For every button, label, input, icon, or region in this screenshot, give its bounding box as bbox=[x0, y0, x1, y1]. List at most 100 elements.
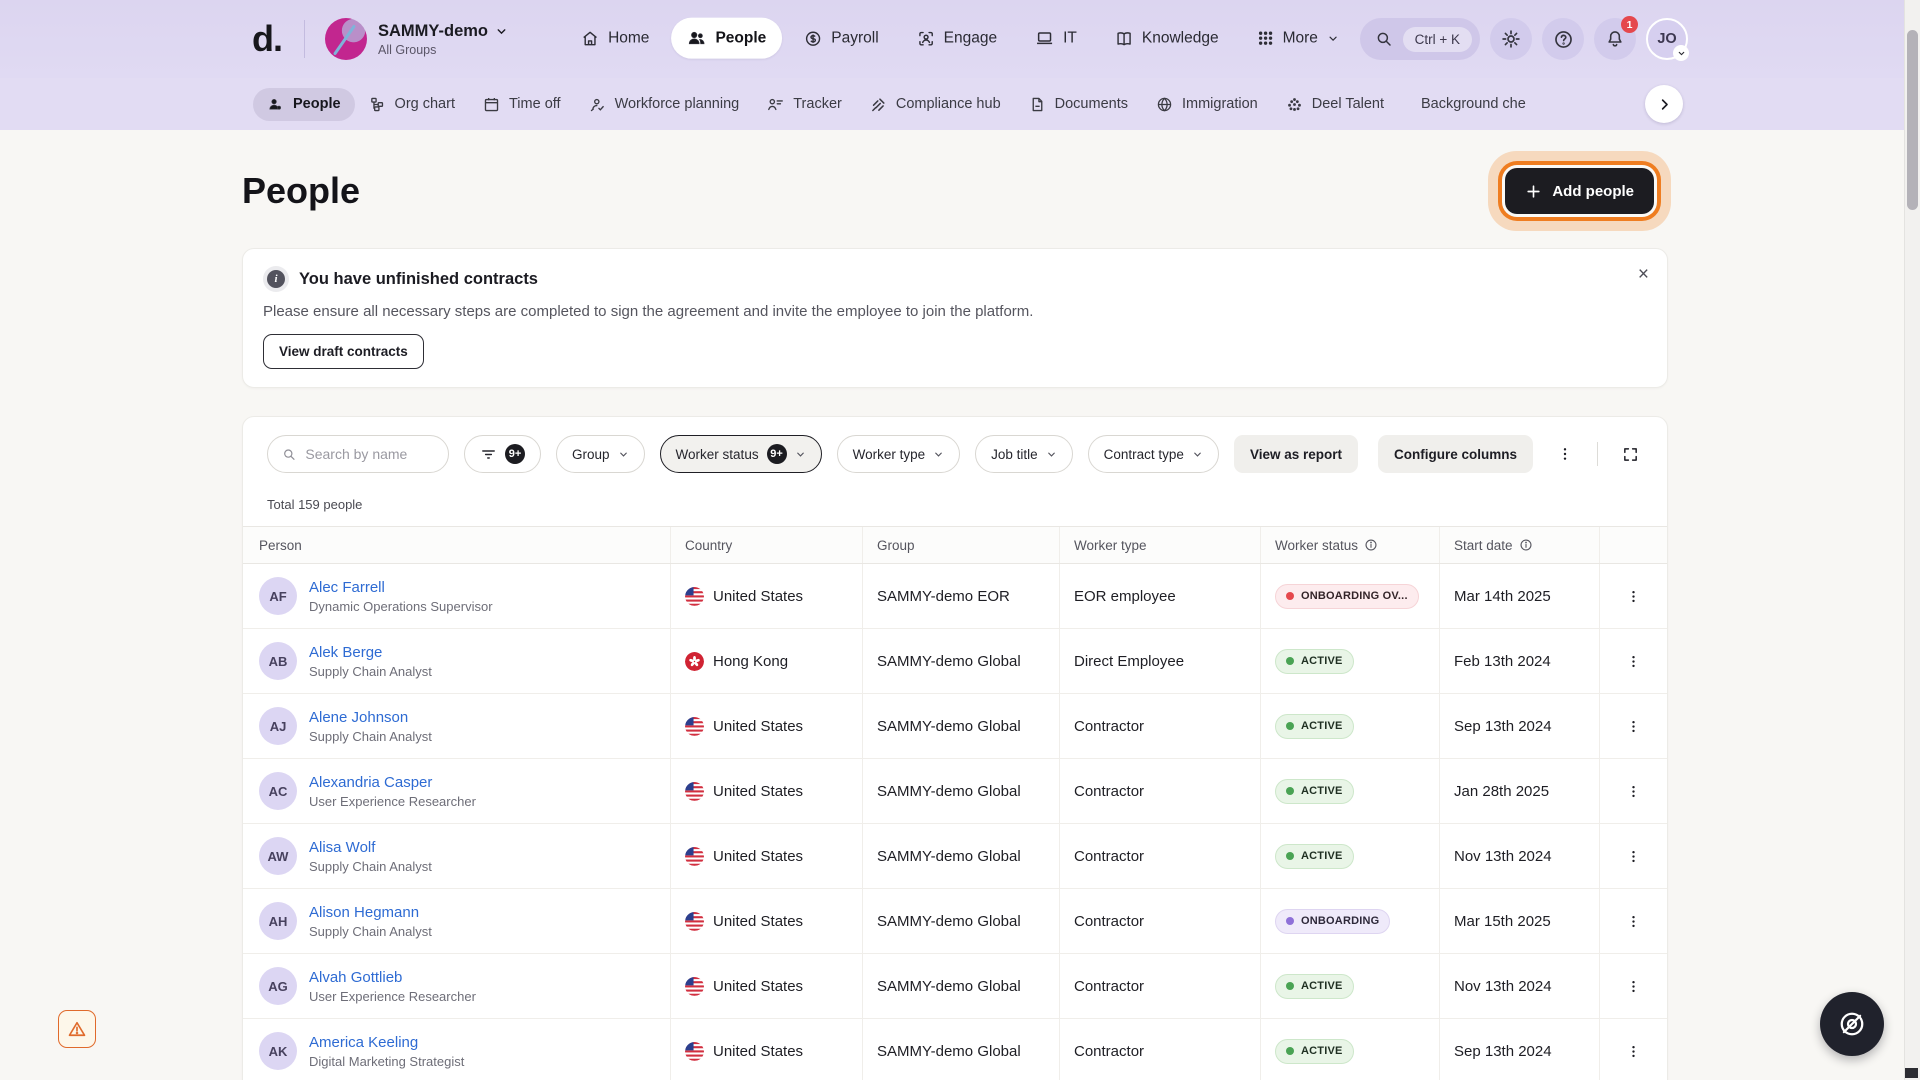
table-header: Person Country Group Worker type Worker … bbox=[243, 526, 1667, 564]
nav-item-people[interactable]: People bbox=[671, 17, 783, 59]
notifications-button[interactable]: 1 bbox=[1594, 16, 1638, 60]
org-switcher[interactable]: SAMMY-demo All Groups bbox=[325, 18, 508, 60]
subnav-item-background-checks[interactable]: Background checks bbox=[1398, 88, 1526, 121]
table-row[interactable]: AW Alisa Wolf Supply Chain Analyst United … bbox=[243, 824, 1667, 889]
group-filter[interactable]: Group bbox=[556, 435, 645, 473]
row-menu-button[interactable] bbox=[1620, 1038, 1647, 1065]
row-menu-button[interactable] bbox=[1620, 973, 1647, 1000]
table-total: Total 159 people bbox=[267, 497, 363, 512]
start-date-cell: Jan 28th 2025 bbox=[1439, 759, 1599, 823]
scrollbar-thumb[interactable] bbox=[1907, 30, 1918, 210]
engage-icon bbox=[918, 31, 933, 46]
help-button[interactable] bbox=[1542, 18, 1584, 60]
subnav-item-compliance-hub[interactable]: Compliance hub bbox=[856, 88, 1015, 121]
person-name-link[interactable]: Alek Berge bbox=[309, 643, 383, 661]
status-badge: ACTIVE bbox=[1275, 713, 1354, 739]
workforce-planning-icon bbox=[590, 98, 604, 111]
row-menu-button[interactable] bbox=[1620, 713, 1647, 740]
avatar: AG bbox=[259, 967, 297, 1005]
banner-close-button[interactable]: × bbox=[1637, 264, 1649, 285]
tracker-icon bbox=[768, 98, 784, 110]
filters-button[interactable]: 9+ bbox=[464, 435, 542, 473]
top-navigation-bar: d. SAMMY-demo All Groups Home People Pay… bbox=[0, 0, 1920, 78]
row-menu-button[interactable] bbox=[1620, 843, 1647, 870]
view-as-report-button[interactable]: View as report bbox=[1233, 435, 1358, 473]
info-icon[interactable] bbox=[1519, 538, 1533, 552]
more-options-button[interactable] bbox=[1553, 442, 1577, 466]
fullscreen-button[interactable] bbox=[1618, 442, 1643, 467]
nav-item-home[interactable]: Home bbox=[565, 18, 665, 58]
configure-columns-button[interactable]: Configure columns bbox=[1377, 435, 1533, 473]
column-header-country: Country bbox=[670, 527, 862, 563]
person-name-link[interactable]: Alexandria Casper bbox=[309, 773, 433, 791]
person-job-title: Digital Marketing Strategist bbox=[309, 1053, 465, 1069]
worker-type-filter[interactable]: Worker type bbox=[836, 435, 961, 473]
nav-item-it[interactable]: IT bbox=[1019, 18, 1093, 59]
row-menu-button[interactable] bbox=[1620, 583, 1647, 610]
nav-item-payroll[interactable]: Payroll bbox=[788, 18, 894, 58]
person-job-title: Dynamic Operations Supervisor bbox=[309, 598, 493, 614]
table-row[interactable]: AB Alek Berge Supply Chain Analyst Hong Ko… bbox=[243, 629, 1667, 694]
subnav-item-workforce-planning[interactable]: Workforce planning bbox=[575, 88, 754, 121]
person-name-link[interactable]: Alene Johnson bbox=[309, 708, 409, 726]
search-input[interactable] bbox=[305, 446, 435, 462]
flag-us-icon bbox=[685, 846, 704, 866]
contract-type-filter[interactable]: Contract type bbox=[1087, 435, 1219, 473]
avatar: AF bbox=[259, 577, 297, 615]
avatar: AB bbox=[259, 642, 297, 680]
table-row[interactable]: AF Alec Farrell Dynamic Operations Supervi… bbox=[243, 564, 1667, 629]
nav-item-more[interactable]: More bbox=[1241, 18, 1355, 58]
job-title-filter[interactable]: Job title bbox=[975, 435, 1073, 473]
subnav-item-org-chart[interactable]: Org chart bbox=[355, 88, 469, 121]
nav-label: IT bbox=[1063, 29, 1077, 47]
subnav-label: Tracker bbox=[793, 96, 842, 112]
subnav-scroll-right-button[interactable] bbox=[1645, 85, 1683, 123]
person-name-link[interactable]: America Keeling bbox=[309, 1033, 419, 1051]
subnav-label: Immigration bbox=[1181, 96, 1258, 112]
global-search[interactable]: Ctrl + K bbox=[1359, 18, 1480, 60]
table-row[interactable]: AJ Alene Johnson Supply Chain Analyst Unit… bbox=[243, 694, 1667, 759]
flag-us-icon bbox=[685, 1041, 704, 1061]
table-row[interactable]: AG Alvah Gottlieb User Experience Research… bbox=[243, 954, 1667, 1019]
view-draft-contracts-button[interactable]: View draft contracts bbox=[263, 334, 424, 369]
info-icon[interactable] bbox=[1364, 538, 1378, 552]
deel-logo[interactable]: d. bbox=[252, 18, 283, 59]
group-cell: SAMMY-demo Global bbox=[862, 889, 1059, 953]
warning-fab-button[interactable] bbox=[58, 1010, 96, 1048]
subnav-item-deel-talent[interactable]: Deel Talent bbox=[1272, 88, 1398, 121]
add-people-button[interactable]: Add people bbox=[1505, 168, 1654, 214]
table-row[interactable]: AC Alexandria Casper User Experience Resea… bbox=[243, 759, 1667, 824]
page-scrollbar[interactable] bbox=[1904, 0, 1920, 1080]
row-menu-button[interactable] bbox=[1620, 778, 1647, 805]
group-cell: SAMMY-demo Global bbox=[862, 1019, 1059, 1080]
user-menu[interactable]: JO bbox=[1646, 18, 1689, 61]
start-date-cell: Sep 13th 2024 bbox=[1439, 1019, 1599, 1080]
worker-status-filter[interactable]: Worker status 9+ bbox=[659, 435, 822, 473]
table-row[interactable]: AH Alison Hegmann Supply Chain Analyst Uni… bbox=[243, 889, 1667, 954]
row-menu-button[interactable] bbox=[1620, 908, 1647, 935]
group-cell: SAMMY-demo Global bbox=[862, 824, 1059, 888]
settings-button[interactable] bbox=[1490, 18, 1532, 60]
person-name-link[interactable]: Alvah Gottlieb bbox=[309, 968, 403, 986]
subnav-item-tracker[interactable]: Tracker bbox=[753, 88, 856, 121]
country-name: United States bbox=[713, 912, 804, 930]
gear-icon bbox=[1502, 30, 1520, 48]
person-name-link[interactable]: Alisa Wolf bbox=[309, 838, 376, 856]
calendar-icon bbox=[484, 97, 499, 111]
row-menu-button[interactable] bbox=[1620, 648, 1647, 675]
nav-item-engage[interactable]: Engage bbox=[901, 18, 1013, 58]
screen-share-indicator-button[interactable] bbox=[1820, 992, 1884, 1056]
column-header-start-date: Start date bbox=[1439, 527, 1599, 563]
subnav-item-immigration[interactable]: Immigration bbox=[1142, 88, 1272, 121]
subnav-item-time-off[interactable]: Time off bbox=[469, 88, 575, 121]
filter-count-badge: 9+ bbox=[505, 444, 526, 464]
person-job-title: Supply Chain Analyst bbox=[309, 858, 432, 874]
table-row[interactable]: AK America Keeling Digital Marketing Strat… bbox=[243, 1019, 1667, 1080]
bell-icon bbox=[1608, 31, 1622, 47]
nav-item-knowledge[interactable]: Knowledge bbox=[1099, 18, 1235, 58]
person-name-link[interactable]: Alec Farrell bbox=[309, 578, 385, 596]
subnav-item-documents[interactable]: Documents bbox=[1015, 88, 1142, 121]
kebab-icon bbox=[1632, 980, 1635, 992]
subnav-item-people[interactable]: People bbox=[253, 87, 355, 121]
person-name-link[interactable]: Alison Hegmann bbox=[309, 903, 420, 921]
